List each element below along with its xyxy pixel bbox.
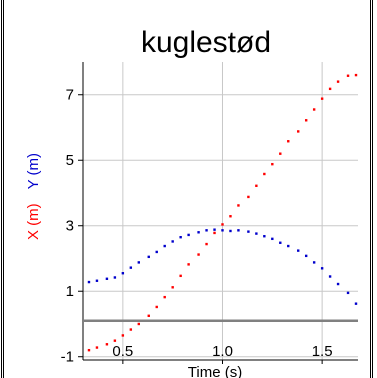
y-position-point: [171, 240, 174, 243]
x-tick-label: 1.0: [212, 343, 233, 360]
x-position-point: [237, 204, 240, 207]
x-position-point: [346, 74, 350, 77]
y-tick-label: -1: [61, 349, 74, 366]
y-position-point: [113, 276, 117, 279]
y-position-point: [255, 232, 258, 235]
y-tick-label: 5: [66, 152, 74, 169]
y-position-point: [354, 302, 358, 305]
x-position-point: [213, 231, 216, 235]
y-position-point: [129, 266, 133, 269]
window-frame-right: [370, 0, 373, 378]
y-position-point: [237, 229, 240, 232]
y-position-point: [271, 237, 274, 241]
y-position-point: [346, 291, 350, 295]
y-position-point: [229, 229, 232, 233]
tick-layer: 0.5 1.0 1.5 -1 1 3 5 7: [61, 62, 358, 366]
y-position-point: [87, 280, 91, 284]
y-position-point: [163, 244, 166, 248]
y-tick-label: 1: [66, 283, 74, 300]
y-axis-label-y: Y (m): [25, 153, 42, 189]
y-position-point: [95, 279, 99, 282]
y-position-point: [197, 231, 200, 234]
y-position-point: [213, 228, 216, 231]
x-position-point: [179, 274, 182, 278]
x-position-point: [121, 334, 125, 337]
y-tick-label: 3: [66, 218, 74, 235]
x-position-point: [328, 87, 332, 91]
x-position-point: [197, 253, 200, 256]
chart-title: kuglestød: [141, 26, 271, 59]
y-axis-label-x: X (m): [25, 203, 42, 240]
y-position-point: [147, 255, 150, 259]
x-axis-label: Time (s): [188, 364, 242, 378]
x-position-point: [155, 305, 158, 309]
y-position-point: [137, 261, 140, 264]
y-position-point: [287, 244, 290, 248]
y-position-point: [221, 229, 224, 232]
x-tick-label: 0.5: [112, 343, 133, 360]
x-position-point: [312, 108, 316, 111]
x-position-point: [279, 152, 282, 155]
x-position-point: [287, 140, 290, 143]
x-position-point: [129, 328, 133, 331]
svg-text:X (m) Y (m): X (m) Y (m): [25, 153, 42, 240]
grid-layer: [83, 62, 358, 360]
x-position-point: [105, 343, 109, 346]
x-position-point: [95, 346, 99, 349]
x-position-point: [336, 80, 340, 83]
y-position-point: [187, 233, 190, 237]
x-position-point: [263, 172, 266, 176]
x-position-point: [113, 339, 117, 342]
points-layer: [87, 73, 358, 352]
x-position-point: [205, 242, 208, 246]
window-frame-left: [1, 0, 4, 378]
y-position-point: [320, 267, 324, 270]
x-position-point: [221, 223, 224, 226]
y-position-point: [312, 261, 316, 264]
y-position-point: [205, 229, 208, 232]
x-position-point: [87, 348, 91, 352]
x-position-point: [147, 314, 150, 317]
x-tick-label: 1.5: [312, 343, 333, 360]
x-position-point: [354, 73, 358, 77]
y-position-point: [105, 277, 109, 280]
y-position-point: [155, 250, 158, 254]
y-tick-label: 7: [66, 87, 74, 104]
x-position-point: [171, 286, 174, 289]
y-position-point: [304, 254, 308, 258]
x-position-point: [137, 322, 140, 326]
x-position-point: [229, 215, 232, 218]
y-position-point: [297, 249, 300, 252]
x-position-point: [304, 119, 308, 122]
y-position-point: [336, 282, 340, 286]
y-position-point: [328, 275, 332, 278]
x-position-point: [187, 263, 190, 266]
x-position-point: [163, 295, 166, 299]
y-position-point: [247, 230, 250, 233]
x-position-point: [320, 97, 324, 100]
x-position-point: [247, 195, 250, 199]
y-position-point: [263, 235, 266, 238]
x-position-point: [271, 162, 274, 166]
y-position-point: [121, 272, 125, 275]
x-position-point: [297, 130, 300, 133]
x-position-point: [255, 184, 258, 187]
y-position-point: [279, 241, 282, 244]
y-position-point: [179, 235, 182, 239]
